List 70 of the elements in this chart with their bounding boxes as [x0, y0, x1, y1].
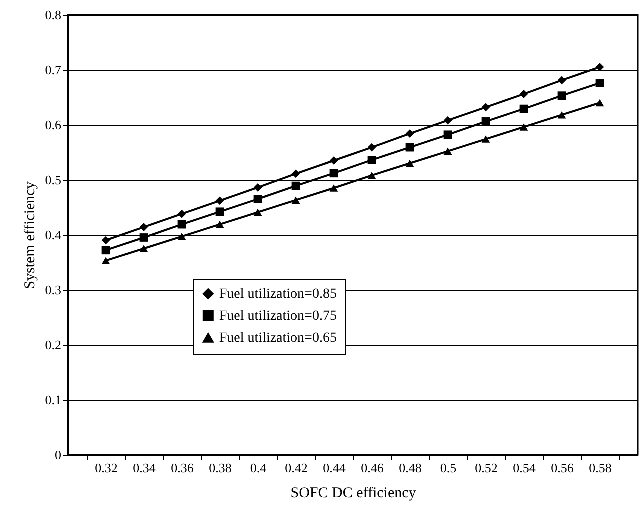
point: [596, 99, 604, 107]
point: [596, 63, 604, 72]
y-axis-title: System efficiency: [22, 181, 38, 290]
point: [482, 136, 490, 143]
point: [178, 233, 186, 240]
y-tick-label: 0.3: [45, 282, 62, 298]
point: [330, 184, 338, 192]
point: [368, 143, 376, 152]
x-tick-label: 0.38: [209, 460, 232, 476]
point: [444, 148, 452, 156]
x-axis-title: SOFC DC efficiency: [290, 486, 417, 502]
point: [254, 184, 262, 192]
point: [444, 116, 452, 125]
point: [292, 182, 300, 190]
point: [140, 234, 148, 242]
x-tick-label: 0.34: [133, 460, 156, 476]
x-tick-label: 0.52: [475, 460, 498, 476]
point: [520, 124, 528, 131]
point: [368, 172, 376, 180]
y-tick-label: 0.5: [45, 172, 62, 188]
point: [216, 196, 224, 206]
point: [406, 160, 414, 168]
point: [444, 130, 452, 140]
y-tick-label: 0: [55, 448, 62, 462]
x-tick-label: 0.56: [551, 460, 574, 476]
point: [254, 195, 262, 204]
x-tick-label: 0.5: [440, 460, 457, 476]
point: [482, 118, 490, 126]
point: [178, 220, 186, 229]
point: [482, 103, 490, 112]
x-tick-label: 0.42: [285, 460, 308, 476]
point: [102, 246, 110, 255]
x-tick-label: 0.32: [95, 460, 118, 476]
x-tick-label: 0.54: [513, 460, 536, 476]
point: [292, 170, 300, 178]
y-tick-label: 0.7: [45, 62, 62, 78]
x-tick-label: 0.58: [589, 460, 612, 476]
y-tick-label: 0.8: [45, 8, 62, 22]
point: [558, 76, 566, 85]
legend-label: Fuel utilization=0.75: [219, 309, 337, 324]
point: [520, 104, 528, 114]
x-tick-label: 0.4: [250, 460, 268, 476]
point: [178, 210, 186, 218]
point: [216, 208, 224, 216]
x-tick-label: 0.44: [323, 460, 346, 476]
x-tick-label: 0.36: [171, 460, 194, 476]
point: [254, 208, 262, 216]
point: [406, 130, 414, 138]
legend-label: Fuel utilization=0.65: [219, 331, 337, 346]
point: [216, 220, 224, 228]
y-tick-label: 0.6: [45, 118, 62, 132]
point: [406, 143, 414, 152]
point: [558, 111, 566, 119]
point: [368, 156, 376, 164]
y-tick-label: 0.2: [45, 338, 62, 352]
x-tick-label: 0.48: [399, 460, 422, 476]
point: [596, 79, 604, 88]
point: [102, 257, 110, 264]
y-tick-label: 0.1: [45, 392, 62, 408]
point: [520, 90, 528, 98]
point: [140, 223, 148, 232]
x-tick-label: 0.46: [361, 460, 384, 476]
point: [558, 92, 566, 100]
point: [102, 236, 110, 245]
point: [140, 245, 148, 252]
legend-label: Fuel utilization=0.85: [219, 287, 337, 302]
point: [330, 169, 338, 178]
y-tick-label: 0.4: [45, 228, 62, 242]
point: [292, 196, 300, 204]
point: [330, 156, 338, 165]
